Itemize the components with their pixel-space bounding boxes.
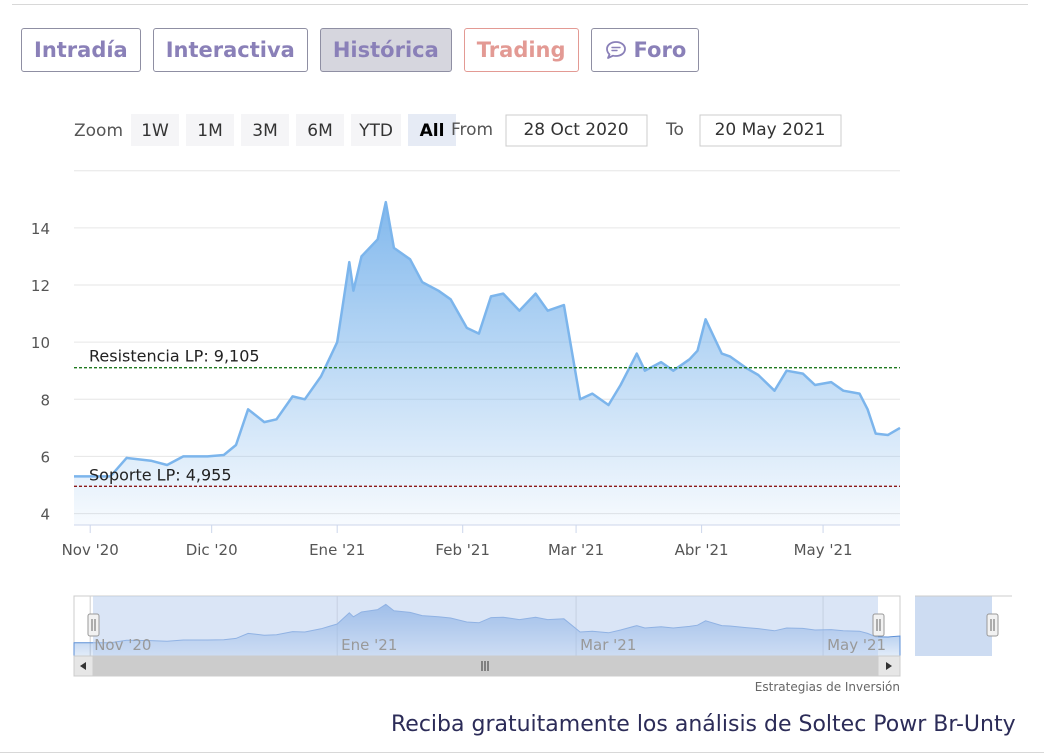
from-label: From: [451, 120, 493, 140]
to-date-input[interactable]: 20 May 2021: [699, 114, 842, 147]
x-tick-label: Mar '21: [548, 541, 604, 559]
zoom-button-ytd-label: YTD: [358, 121, 393, 141]
y-tick-label: 12: [31, 277, 50, 295]
zoom-button-1w-label: 1W: [141, 121, 169, 141]
navigator-label: May '21: [827, 636, 886, 654]
price-line: [74, 200, 901, 478]
cta-link[interactable]: Reciba gratuitamente los análisis de Sol…: [391, 712, 1016, 737]
navigator-handle-left[interactable]: [87, 613, 100, 637]
y-tick-label: 8: [40, 391, 50, 409]
x-tick-label: Nov '20: [62, 541, 119, 559]
zoom-button-1m[interactable]: 1M: [186, 114, 234, 146]
tab-foro-label: Foro: [633, 38, 687, 62]
zoom-button-all-label: All: [420, 121, 445, 141]
y-tick-label: 14: [31, 220, 50, 238]
navigator: Nov '20 Ene '21 Mar '21 May '21: [73, 595, 1012, 657]
chat-bubble-icon: [605, 41, 626, 59]
x-tick-label: Feb '21: [435, 541, 490, 559]
zoom-button-1w[interactable]: 1W: [131, 114, 179, 146]
zoom-button-3m[interactable]: 3M: [241, 114, 289, 146]
tab-foro[interactable]: Foro: [590, 28, 700, 72]
reference-line-label: Resistencia LP: 9,105: [89, 347, 260, 366]
x-axis-labels: Nov '20 Dic '20 Ene '21 Feb '21 Mar '21 Abr '…: [62, 525, 853, 559]
chart-tabs: Intradía Interactiva Histórica Trading F…: [21, 28, 700, 72]
navigator-label: Nov '20: [94, 636, 151, 654]
tab-trading[interactable]: Trading: [463, 28, 579, 72]
tab-trading-label: Trading: [476, 38, 566, 62]
x-tick-label: Ene '21: [309, 541, 365, 559]
navigator-handle-extra[interactable]: [986, 613, 999, 637]
zoom-button-1m-label: 1M: [197, 121, 222, 141]
zoom-button-ytd[interactable]: YTD: [351, 114, 401, 146]
y-tick-label: 6: [40, 448, 50, 466]
zoom-buttons: 1W 1M 3M 6M YTD All: [131, 114, 456, 146]
tab-intradia-label: Intradía: [34, 38, 128, 62]
arrow-left-icon: [80, 662, 86, 670]
zoom-button-all[interactable]: All: [408, 114, 456, 146]
zoom-label: Zoom: [74, 121, 123, 141]
tab-interactiva[interactable]: Interactiva: [152, 28, 308, 72]
top-divider: [12, 4, 1028, 5]
arrow-right-icon: [886, 662, 892, 670]
x-tick-label: Dic '20: [186, 541, 238, 559]
chart-credit: Estrategias de Inversión: [754, 680, 900, 694]
navigator-overflow-panel: [915, 596, 992, 656]
navigator-handle-right[interactable]: [872, 613, 885, 637]
navigator-label: Mar '21: [580, 636, 636, 654]
y-axis-labels: 4 6 8 10 12 14: [31, 220, 50, 524]
x-tick-label: Abr '21: [675, 541, 729, 559]
zoom-button-6m[interactable]: 6M: [296, 114, 344, 146]
navigator-labels: Nov '20 Ene '21 Mar '21 May '21: [94, 636, 886, 654]
y-tick-label: 10: [31, 334, 50, 352]
navigator-label: Ene '21: [341, 636, 397, 654]
from-date-value: 28 Oct 2020: [523, 120, 628, 140]
tab-interactiva-label: Interactiva: [165, 38, 295, 62]
zoom-button-6m-label: 6M: [307, 121, 332, 141]
to-label: To: [665, 120, 684, 140]
price-area: [74, 202, 900, 525]
from-date-input[interactable]: 28 Oct 2020: [505, 114, 648, 147]
y-tick-label: 4: [40, 506, 50, 524]
bottom-divider: [0, 752, 1044, 753]
tab-historica[interactable]: Histórica: [319, 28, 452, 72]
reference-line-label: Soporte LP: 4,955: [89, 465, 232, 484]
scrollbar[interactable]: [73, 655, 901, 677]
navigator-selection[interactable]: [93, 596, 878, 656]
zoom-button-3m-label: 3M: [252, 121, 277, 141]
tab-intradia[interactable]: Intradía: [21, 28, 141, 72]
to-date-value: 20 May 2021: [715, 120, 826, 140]
x-tick-label: May '21: [794, 541, 853, 559]
reference-lines: Resistencia LP: 9,105 Soporte LP: 4,955: [74, 347, 900, 487]
tab-historica-label: Histórica: [332, 38, 439, 62]
